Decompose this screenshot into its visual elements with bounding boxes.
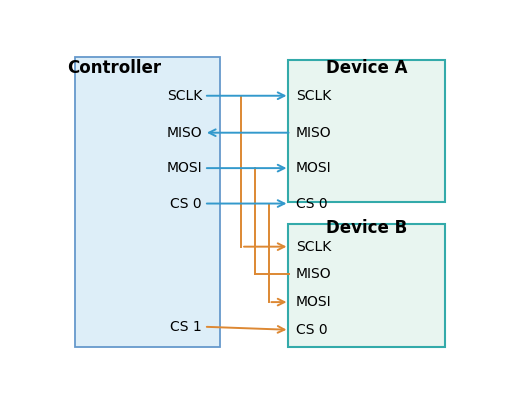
Text: CS 0: CS 0 xyxy=(296,323,328,337)
Text: MOSI: MOSI xyxy=(167,161,202,175)
Text: CS 0: CS 0 xyxy=(171,196,202,210)
Text: MISO: MISO xyxy=(296,126,332,140)
FancyBboxPatch shape xyxy=(288,224,445,347)
Text: CS 1: CS 1 xyxy=(170,320,202,334)
Text: SCLK: SCLK xyxy=(296,89,331,103)
Text: SCLK: SCLK xyxy=(296,240,331,254)
Text: MOSI: MOSI xyxy=(296,161,332,175)
Text: MISO: MISO xyxy=(296,267,332,281)
Text: CS 0: CS 0 xyxy=(296,196,328,210)
FancyBboxPatch shape xyxy=(288,60,445,202)
Text: Controller: Controller xyxy=(67,59,161,77)
Text: MOSI: MOSI xyxy=(296,295,332,309)
Text: SCLK: SCLK xyxy=(167,89,202,103)
Text: Device A: Device A xyxy=(326,59,407,77)
Text: Device B: Device B xyxy=(326,219,407,237)
Text: MISO: MISO xyxy=(167,126,202,140)
FancyBboxPatch shape xyxy=(75,57,220,347)
